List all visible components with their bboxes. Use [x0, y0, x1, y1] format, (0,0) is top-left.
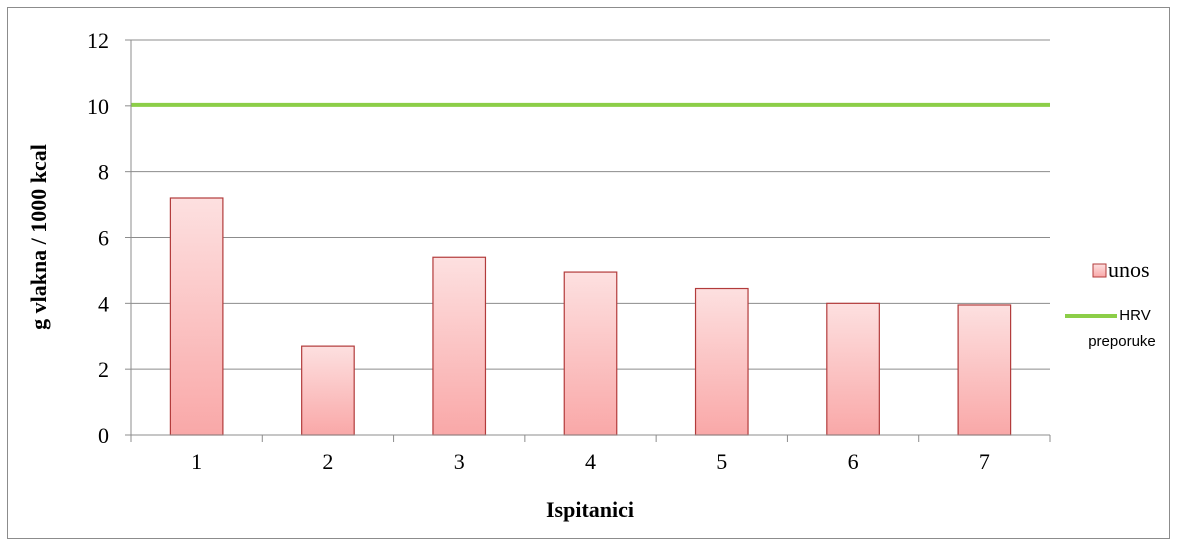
legend-label-unos: unos	[1108, 257, 1150, 282]
bar-3	[432, 256, 487, 436]
x-tick-labels: 1 2 3 4 5 6 7	[191, 449, 990, 474]
y-tick-label: 10	[87, 94, 109, 119]
x-tick-label: 5	[716, 449, 727, 474]
y-tick-label: 0	[98, 423, 109, 448]
y-tick-label: 8	[98, 160, 109, 185]
x-tick-label: 4	[585, 449, 596, 474]
legend-label-hrv-line1: HRV	[1119, 307, 1150, 324]
x-axis-title: Ispitanici	[546, 497, 634, 522]
bar-5	[694, 287, 749, 436]
bar-2	[301, 345, 355, 436]
axes	[125, 39, 1051, 442]
legend-swatch-unos	[1092, 263, 1107, 278]
legend: unos HRV preporuke	[1065, 257, 1156, 350]
bar-7	[957, 304, 1012, 436]
x-tick-label: 3	[454, 449, 465, 474]
y-tick-label: 12	[87, 28, 109, 53]
bars	[169, 197, 1012, 436]
y-tick-label: 4	[98, 291, 109, 316]
y-tick-labels: 0 2 4 6 8 10 12	[87, 28, 109, 448]
legend-label-hrv-line2: preporuke	[1088, 333, 1156, 350]
bar-1	[169, 197, 224, 436]
x-tick-label: 1	[191, 449, 202, 474]
y-axis-title: g vlakna / 1000 kcal	[26, 144, 51, 330]
bar-4	[563, 271, 618, 436]
bar-6	[826, 302, 880, 436]
y-tick-label: 2	[98, 357, 109, 382]
x-tick-label: 6	[848, 449, 859, 474]
x-tick-label: 7	[979, 449, 990, 474]
x-tick-label: 2	[322, 449, 333, 474]
y-tick-label: 6	[98, 226, 109, 251]
